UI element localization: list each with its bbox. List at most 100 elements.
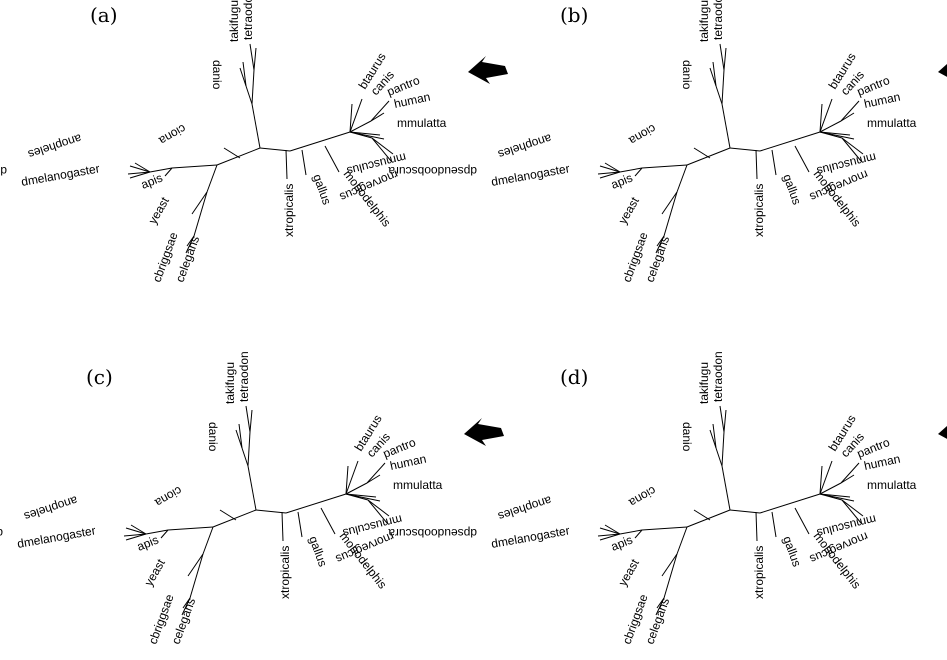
- leaf-label-yeast: yeast: [615, 556, 642, 588]
- tree-branch: [251, 69, 255, 105]
- tree-branch: [715, 447, 723, 467]
- tree-branch: [289, 131, 351, 152]
- tree-branch: [721, 103, 731, 149]
- tree-branch: [349, 120, 372, 133]
- tree-branch: [145, 529, 169, 535]
- leaf-label-yeast: yeast: [145, 194, 172, 226]
- leaf-label-xtropicalis: xtropicalis: [752, 546, 766, 599]
- tree-branch: [129, 165, 151, 173]
- leaf-label-gallus: gallus: [306, 534, 330, 568]
- tree-panel-d: (d) takifugu tetraodondaniocionaanophelesd…: [388, 351, 947, 646]
- leaf-label-tetraodon: tetraodon: [241, 0, 255, 40]
- leaf-label-dpseudoobscura: dpseudoobscura: [0, 164, 7, 178]
- leaf-label-yeast: yeast: [615, 194, 642, 226]
- tree-branch: [149, 167, 173, 173]
- panel-label: (d): [560, 365, 588, 389]
- tree-branch: [345, 460, 359, 495]
- tree-branch: [366, 474, 381, 484]
- tree-branch: [285, 493, 347, 514]
- tree-branch: [130, 524, 147, 535]
- tree-branch: [253, 47, 257, 71]
- leaf-label-dmelanogaster: dmelanogaster: [490, 523, 571, 551]
- leaf-label-gallus: gallus: [780, 534, 804, 568]
- tree-branch: [223, 147, 241, 159]
- leaf-label-mmulatta: mmulatta: [867, 116, 917, 130]
- leaf-label-mmulatta: mmulatta: [397, 116, 447, 130]
- tree-branch: [759, 131, 821, 152]
- tree-branch: [345, 482, 368, 495]
- tree-branch: [345, 493, 377, 498]
- tree-panel-c: (c) takifugu tetraodondaniocionaanophelesd…: [0, 351, 504, 646]
- tree-branch: [599, 527, 621, 535]
- tree-branch: [819, 493, 843, 501]
- tree-branch: [840, 100, 860, 122]
- leaf-label-takifugu: takifugu: [227, 0, 241, 42]
- tree-branch: [755, 149, 758, 180]
- tree-branch: [255, 509, 287, 514]
- leaf-label-xtropicalis: xtropicalis: [752, 184, 766, 237]
- tree-branch: [819, 493, 851, 498]
- tree-branch: [345, 465, 349, 495]
- tree-branch: [349, 98, 363, 133]
- leaf-label-danio: danio: [210, 60, 224, 90]
- tree-branch: [202, 526, 214, 555]
- tree-branch: [819, 482, 842, 495]
- leaf-label-takifugu: takifugu: [223, 362, 237, 404]
- leaf-label-dmelanogaster: dmelanogaster: [20, 161, 101, 189]
- tree-branch: [641, 164, 688, 169]
- tree-branch: [819, 103, 823, 133]
- tree-branch: [193, 191, 208, 237]
- tree-branch: [189, 553, 204, 599]
- tree-branch: [604, 524, 621, 535]
- tree-branch: [709, 67, 717, 87]
- tree-branch: [185, 235, 195, 254]
- tree-branch: [719, 405, 725, 433]
- tree-branch: [127, 171, 151, 175]
- tree-branch: [655, 235, 665, 254]
- tree-branch: [819, 98, 833, 133]
- tree-panel-a: (a) takifugu tetraodondaniocionaanophelesd…: [0, 0, 508, 284]
- tree-branch: [324, 145, 340, 173]
- tree-branch: [712, 423, 717, 449]
- leaf-label-ciona: ciona: [626, 483, 658, 510]
- tree-branch: [349, 131, 381, 136]
- tree-branch: [755, 511, 758, 542]
- tree-branch: [840, 462, 860, 484]
- highlight-arrow-icon: [464, 418, 504, 446]
- leaf-label-gallus: gallus: [310, 172, 334, 206]
- tree-branch: [187, 553, 204, 577]
- tree-branch: [721, 465, 731, 511]
- tree-branch: [245, 85, 253, 105]
- tree-branch: [723, 409, 727, 433]
- leaf-label-danio: danio: [680, 60, 694, 90]
- tree-branch: [171, 164, 218, 169]
- leaf-label-tetraodon: tetraodon: [237, 351, 251, 402]
- tree-branch: [771, 511, 777, 538]
- tree-branch: [164, 167, 173, 177]
- leaf-label-xtropicalis: xtropicalis: [282, 184, 296, 237]
- tree-branch: [181, 597, 191, 616]
- leaf-label-gallus: gallus: [780, 172, 804, 206]
- tree-branch: [661, 553, 678, 577]
- tree-branch: [249, 409, 253, 433]
- leaf-label-ciona: ciona: [626, 121, 658, 148]
- tree-branch: [247, 431, 251, 467]
- tree-branch: [125, 527, 147, 535]
- tree-branch: [367, 499, 388, 524]
- leaf-label-dpseudoobscura: dpseudoobscura: [388, 526, 477, 540]
- tree-branch: [597, 533, 621, 537]
- tree-branch: [840, 112, 855, 122]
- leaf-label-tetraodon: tetraodon: [711, 351, 725, 402]
- tree-branch: [370, 100, 390, 122]
- tree-branch: [759, 493, 821, 514]
- tree-branch: [167, 526, 214, 531]
- tree-branch: [634, 529, 643, 539]
- tree-branch: [349, 131, 373, 139]
- tree-branch: [235, 429, 243, 449]
- tree-branch: [123, 533, 147, 537]
- tree-branch: [134, 162, 151, 173]
- panel-label: (b): [560, 3, 588, 27]
- tree-branch: [206, 164, 218, 193]
- tree-branch: [219, 509, 237, 521]
